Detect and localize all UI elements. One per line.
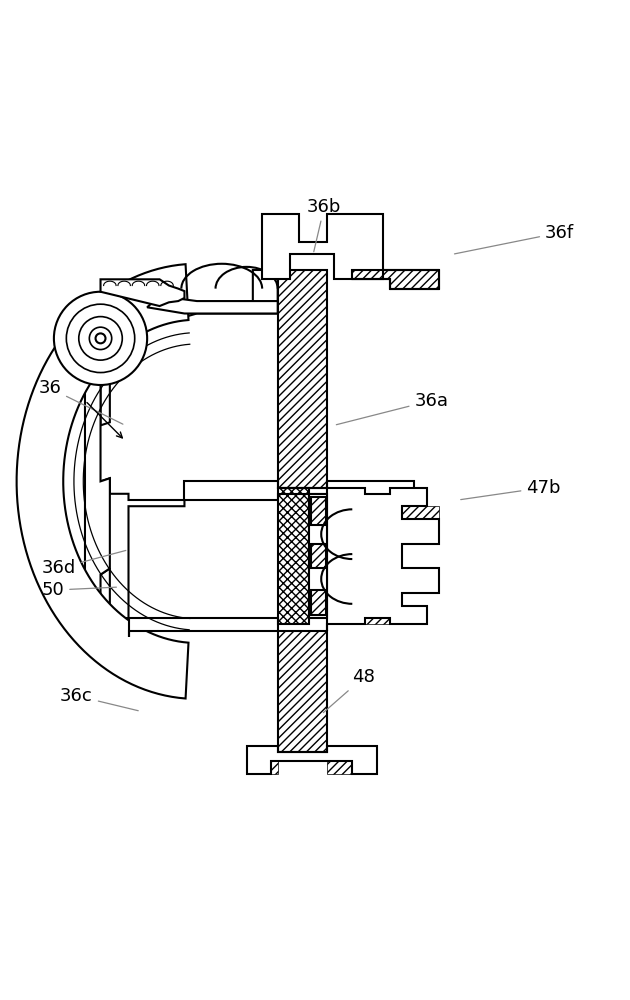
Text: 50: 50 [42, 581, 117, 599]
Polygon shape [185, 481, 415, 500]
Circle shape [54, 292, 147, 385]
Polygon shape [246, 746, 377, 774]
Text: 36: 36 [38, 379, 123, 424]
Polygon shape [309, 494, 328, 618]
Polygon shape [16, 264, 188, 699]
Polygon shape [262, 214, 384, 279]
Text: 36b: 36b [307, 198, 341, 252]
Polygon shape [85, 369, 110, 618]
Polygon shape [328, 488, 439, 631]
Text: 47b: 47b [461, 479, 561, 500]
Circle shape [96, 333, 105, 343]
Polygon shape [101, 270, 278, 425]
Text: 48: 48 [323, 668, 375, 713]
Polygon shape [129, 618, 278, 637]
Text: 36f: 36f [454, 224, 574, 254]
Text: 36d: 36d [42, 550, 126, 577]
Polygon shape [101, 478, 185, 618]
Text: 36a: 36a [336, 392, 449, 425]
Text: 36c: 36c [60, 687, 138, 711]
Polygon shape [147, 296, 278, 314]
Polygon shape [101, 279, 185, 306]
